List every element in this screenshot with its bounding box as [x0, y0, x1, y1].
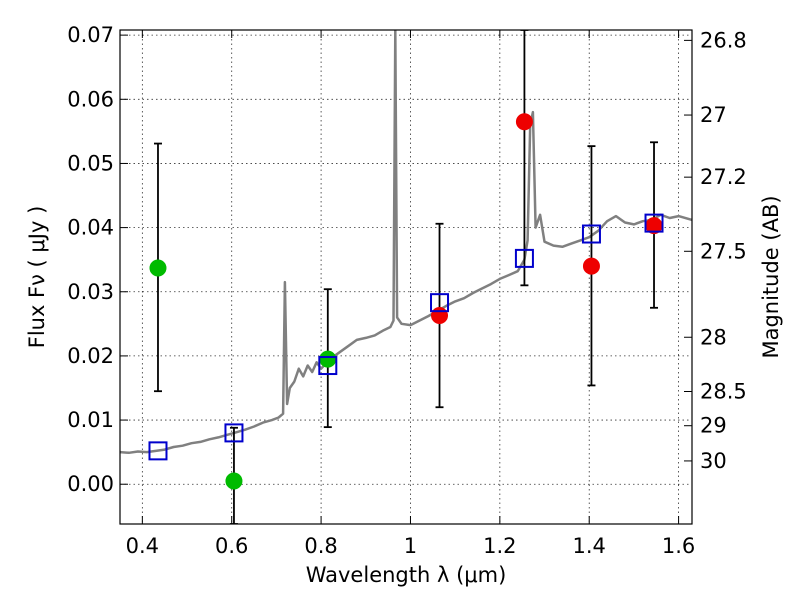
y-tick-label: 0.06: [67, 87, 114, 111]
mag-tick-label: 27.5: [700, 239, 747, 263]
mag-tick-label: 29: [700, 414, 727, 438]
model-flux-square: [148, 441, 168, 461]
x-tick-label: 1: [404, 534, 417, 558]
photometry-point: [431, 306, 449, 324]
y-tick-label: 0.02: [67, 344, 114, 368]
y-axis-title-right: Magnitude (AB): [759, 195, 783, 358]
y-tick-label: 0.03: [67, 280, 114, 304]
y-axis-title-left: Flux Fν ( μJy ): [25, 206, 49, 349]
errorbar-layer: [153, 30, 659, 524]
model-flux-square: [224, 423, 244, 443]
y-tick-label: 0.05: [67, 151, 114, 175]
x-axis-title: Wavelength λ (μm): [306, 563, 507, 587]
x-tick-label: 0.4: [126, 534, 159, 558]
x-tick-label: 1.2: [483, 534, 516, 558]
model-flux-square: [514, 248, 534, 268]
plot-frame: [119, 29, 693, 525]
model-spectrum-line: [120, 30, 692, 455]
marker-layer: [148, 113, 664, 490]
photometry-point: [225, 472, 243, 490]
model-flux-square: [430, 293, 450, 313]
grid-lines: [120, 30, 692, 524]
mag-tick-label: 27: [700, 103, 727, 127]
x-tick-label: 0.8: [304, 534, 337, 558]
photometry-point: [582, 257, 600, 275]
photometry-point: [515, 113, 533, 131]
mag-tick-label: 30: [700, 449, 727, 473]
spectrum-layer: [120, 30, 692, 455]
x-tick-label: 1.6: [662, 534, 695, 558]
mag-tick-label: 28.5: [700, 379, 747, 403]
model-flux-square: [581, 224, 601, 244]
tick-layer: 0.4 0.6 0.8 1 1.2 1.4 1.6 0.00 0.01 0.02 0.03 0.04 0…: [67, 23, 747, 558]
y-tick-label: 0.00: [67, 472, 114, 496]
x-tick-label: 0.6: [215, 534, 248, 558]
mag-tick-label: 27.2: [700, 165, 747, 189]
x-tick-label: 1.4: [573, 534, 606, 558]
photometry-point: [149, 259, 167, 277]
y-tick-label: 0.04: [67, 216, 114, 240]
y-tick-label: 0.01: [67, 408, 114, 432]
mag-tick-label: 28: [700, 325, 727, 349]
model-flux-square: [318, 356, 338, 376]
photometry-point: [319, 350, 337, 368]
y-tick-label: 0.07: [67, 23, 114, 47]
mag-tick-label: 26.8: [700, 28, 747, 52]
model-flux-square: [644, 213, 664, 233]
